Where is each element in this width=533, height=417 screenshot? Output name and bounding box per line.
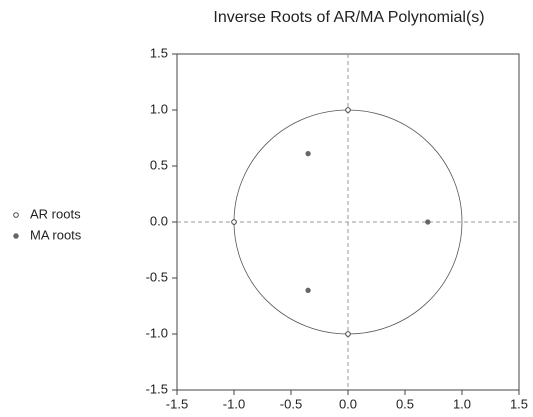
x-tick-label: 1.5 xyxy=(510,396,528,411)
y-tick-label: -1.5 xyxy=(146,381,168,396)
x-tick-label: 0.0 xyxy=(339,396,357,411)
y-tick-label: -0.5 xyxy=(146,269,168,284)
legend-label: AR roots xyxy=(30,206,81,221)
y-tick-label: 0.5 xyxy=(150,157,168,172)
x-tick-label: 0.5 xyxy=(396,396,414,411)
y-tick-label: -1.0 xyxy=(146,325,168,340)
root-point xyxy=(425,219,431,225)
x-tick-label: 1.0 xyxy=(453,396,471,411)
root-point xyxy=(345,331,351,337)
y-tick-label: 1.0 xyxy=(150,101,168,116)
root-point xyxy=(345,107,351,113)
legend-marker xyxy=(13,212,19,218)
x-tick-label: -0.5 xyxy=(280,396,302,411)
root-point xyxy=(305,151,311,157)
root-point xyxy=(305,287,311,293)
legend-label: MA roots xyxy=(30,227,82,242)
root-point xyxy=(231,219,237,225)
legend-marker xyxy=(13,233,19,239)
chart-title: Inverse Roots of AR/MA Polynomial(s) xyxy=(213,9,484,26)
x-tick-label: -1.5 xyxy=(166,396,188,411)
y-tick-label: 0.0 xyxy=(150,213,168,228)
x-tick-label: -1.0 xyxy=(223,396,245,411)
y-tick-label: 1.5 xyxy=(150,45,168,60)
